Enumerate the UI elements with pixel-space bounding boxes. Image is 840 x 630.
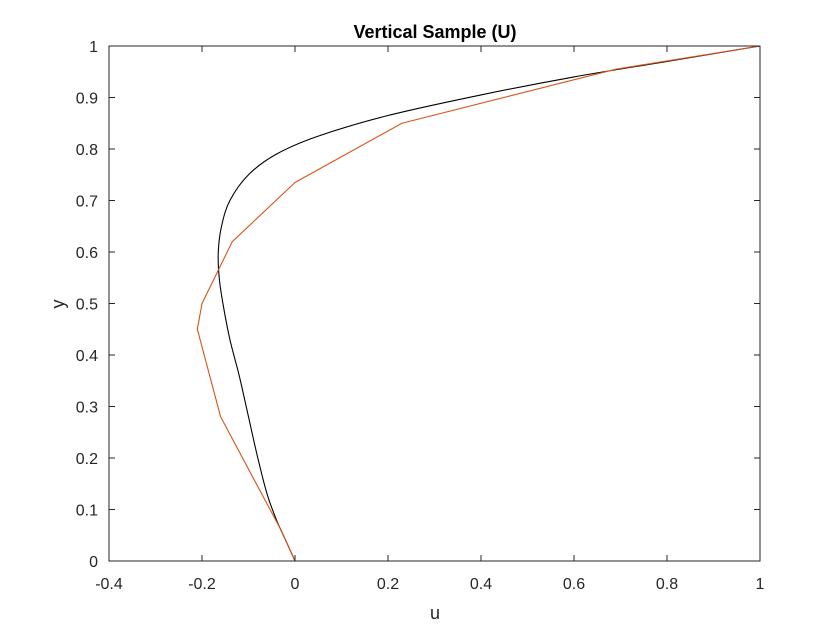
- y-axis: 0 0.1 0.2 0.3 0.4 0.5 0.6 0.7 0.8 0.9 1: [76, 39, 760, 571]
- y-tick-label: 0.2: [76, 451, 98, 468]
- y-tick-label: 0.4: [76, 348, 98, 365]
- x-tick-label: -0.4: [95, 576, 123, 593]
- x-tick-label: 0.4: [470, 576, 492, 593]
- x-tick-label: 0.6: [563, 576, 585, 593]
- chart-title: Vertical Sample (U): [353, 22, 516, 42]
- x-tick-label: 0.8: [656, 576, 678, 593]
- y-tick-label: 0.7: [76, 194, 98, 211]
- y-tick-label: 0.5: [76, 297, 98, 314]
- y-tick-label: 0.6: [76, 245, 98, 262]
- x-tick-label: 0.2: [377, 576, 399, 593]
- series-group: [196, 45, 761, 562]
- x-axis: -0.4 -0.2 0 0.2 0.4 0.6 0.8 1: [95, 46, 765, 593]
- series-line-2: [196, 45, 761, 562]
- x-tick-label: -0.2: [188, 576, 216, 593]
- y-axis-label: y: [48, 300, 68, 309]
- x-tick-label: 1: [756, 576, 765, 593]
- y-tick-label: 0: [89, 554, 98, 571]
- y-tick-label: 0.3: [76, 400, 98, 417]
- y-tick-label: 0.1: [76, 503, 98, 520]
- y-tick-label: 1: [89, 39, 98, 56]
- x-tick-label: 0: [291, 576, 300, 593]
- plot-area: [109, 46, 760, 561]
- x-axis-label: u: [430, 603, 440, 623]
- y-tick-label: 0.9: [76, 91, 98, 108]
- series-line-1: [217, 45, 761, 562]
- y-tick-label: 0.8: [76, 142, 98, 159]
